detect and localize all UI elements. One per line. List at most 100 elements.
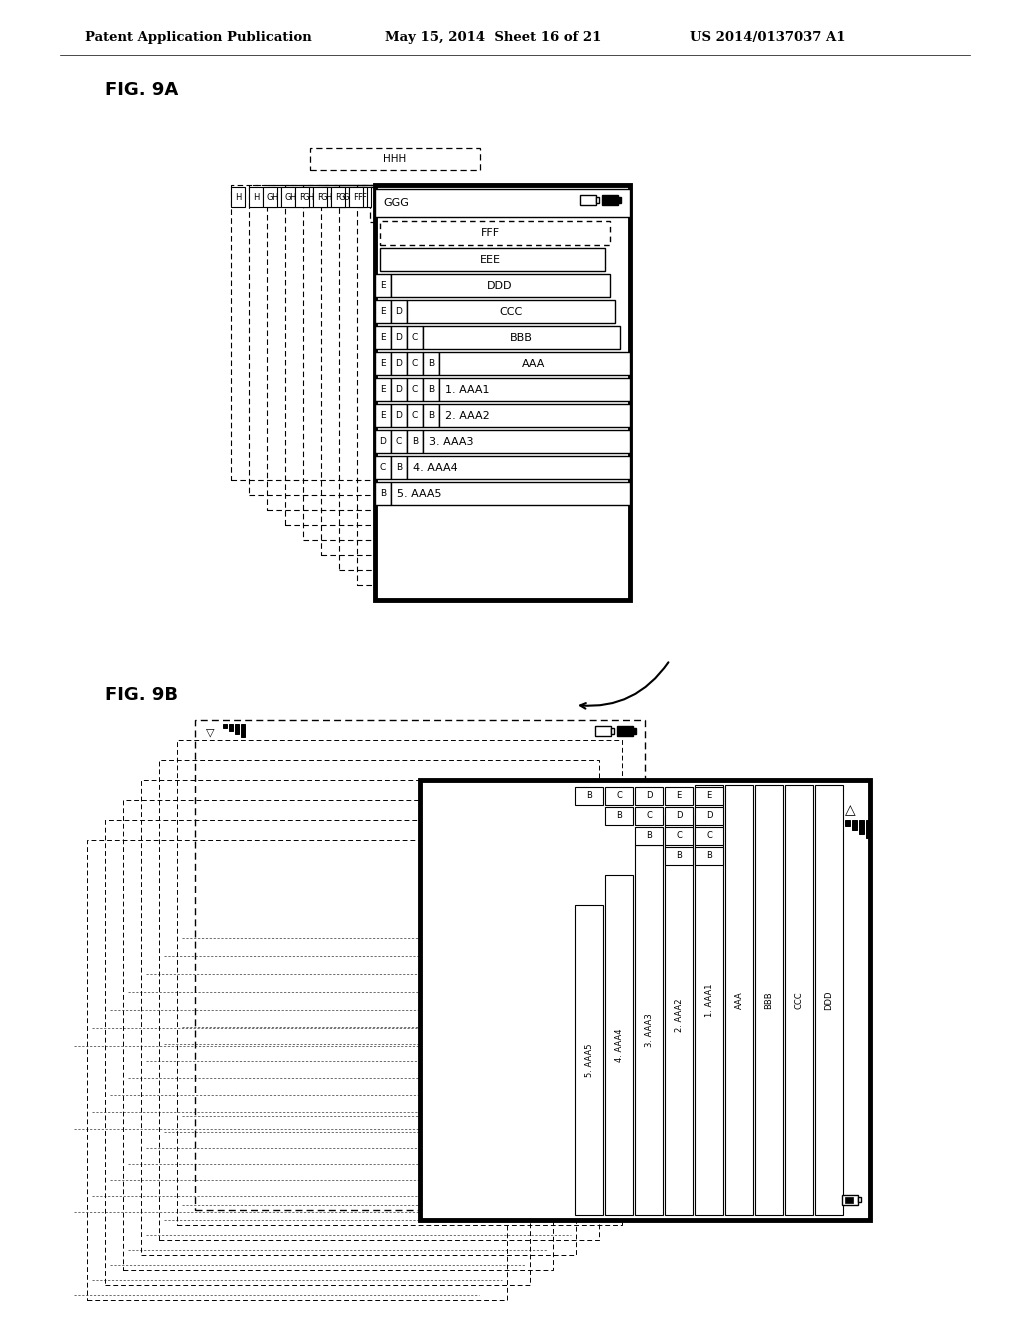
Text: D: D bbox=[395, 385, 402, 395]
Text: D: D bbox=[646, 792, 652, 800]
Text: B: B bbox=[380, 490, 386, 499]
Bar bbox=[635, 828, 663, 845]
Bar bbox=[310, 148, 480, 170]
Bar bbox=[665, 787, 693, 805]
Bar bbox=[439, 352, 630, 375]
Text: C: C bbox=[412, 359, 418, 368]
Text: May 15, 2014  Sheet 16 of 21: May 15, 2014 Sheet 16 of 21 bbox=[385, 30, 601, 44]
Text: B: B bbox=[428, 385, 434, 395]
Text: AAA: AAA bbox=[522, 359, 546, 370]
Bar bbox=[665, 847, 693, 865]
Text: EEE: EEE bbox=[479, 255, 501, 265]
Bar bbox=[695, 785, 723, 1214]
Bar bbox=[391, 326, 407, 348]
Text: B: B bbox=[428, 412, 434, 421]
Bar bbox=[695, 828, 723, 845]
Text: 1. AAA1: 1. AAA1 bbox=[445, 385, 489, 395]
Text: B: B bbox=[428, 359, 434, 368]
Bar bbox=[375, 189, 630, 216]
Text: CCC: CCC bbox=[500, 308, 522, 317]
Bar bbox=[159, 760, 599, 1239]
Bar bbox=[375, 275, 391, 297]
Bar bbox=[618, 197, 621, 203]
Text: ▽: ▽ bbox=[206, 727, 214, 737]
Text: 3. AAA3: 3. AAA3 bbox=[429, 437, 473, 447]
Text: F: F bbox=[336, 193, 340, 202]
Bar bbox=[231, 185, 476, 480]
Text: H: H bbox=[289, 193, 295, 202]
Bar bbox=[423, 378, 439, 401]
Bar bbox=[423, 404, 439, 426]
Text: C: C bbox=[380, 463, 386, 473]
Bar bbox=[105, 820, 530, 1284]
Text: DDD: DDD bbox=[824, 990, 834, 1010]
Bar bbox=[605, 787, 633, 805]
Bar bbox=[815, 785, 843, 1214]
Text: C: C bbox=[707, 832, 712, 841]
Bar bbox=[611, 729, 614, 734]
Text: F: F bbox=[317, 193, 323, 202]
Text: B: B bbox=[396, 463, 402, 473]
Bar bbox=[391, 378, 407, 401]
Bar bbox=[353, 187, 367, 207]
Bar bbox=[858, 1197, 861, 1203]
Bar bbox=[391, 455, 407, 479]
Bar bbox=[842, 1195, 858, 1205]
Text: C: C bbox=[412, 334, 418, 342]
Text: H: H bbox=[253, 193, 259, 202]
Text: E: E bbox=[380, 334, 386, 342]
Bar bbox=[859, 820, 864, 834]
Text: B: B bbox=[412, 437, 418, 446]
Text: D: D bbox=[676, 812, 682, 821]
Bar bbox=[375, 378, 391, 401]
Bar bbox=[231, 187, 245, 207]
Text: 3. AAA3: 3. AAA3 bbox=[644, 1014, 653, 1047]
Bar bbox=[423, 430, 630, 453]
Bar bbox=[407, 326, 423, 348]
Text: B: B bbox=[676, 851, 682, 861]
Bar bbox=[635, 807, 663, 825]
Bar bbox=[391, 482, 630, 506]
Bar bbox=[617, 726, 633, 737]
Bar bbox=[249, 185, 494, 495]
Text: C: C bbox=[412, 385, 418, 395]
Bar bbox=[407, 352, 423, 375]
Text: G: G bbox=[266, 193, 273, 202]
Text: DDD: DDD bbox=[487, 281, 513, 290]
Bar bbox=[375, 482, 391, 506]
Bar bbox=[635, 787, 663, 805]
Bar bbox=[339, 187, 353, 207]
Bar bbox=[785, 785, 813, 1214]
Text: D: D bbox=[380, 437, 386, 446]
Text: 5. AAA5: 5. AAA5 bbox=[397, 488, 441, 499]
Text: B: B bbox=[646, 832, 652, 841]
Text: FFF: FFF bbox=[480, 228, 500, 238]
Text: GGG: GGG bbox=[383, 198, 409, 209]
Bar bbox=[423, 326, 620, 348]
Text: C: C bbox=[412, 412, 418, 421]
Bar bbox=[755, 785, 783, 1214]
Bar bbox=[375, 352, 391, 375]
Bar bbox=[407, 455, 630, 479]
Bar bbox=[866, 820, 871, 838]
Bar bbox=[321, 187, 335, 207]
Bar bbox=[357, 187, 371, 207]
Bar bbox=[575, 787, 603, 805]
Text: CCC: CCC bbox=[795, 991, 804, 1008]
Text: H: H bbox=[270, 193, 278, 202]
Text: H: H bbox=[234, 193, 242, 202]
Bar bbox=[87, 840, 507, 1300]
Text: FIG. 9B: FIG. 9B bbox=[105, 686, 178, 704]
Text: AAA: AAA bbox=[734, 991, 743, 1008]
Text: BBB: BBB bbox=[765, 991, 773, 1008]
Bar bbox=[596, 197, 599, 203]
Bar bbox=[575, 906, 603, 1214]
Bar bbox=[177, 741, 622, 1225]
Text: C: C bbox=[676, 832, 682, 841]
Text: E: E bbox=[380, 385, 386, 395]
Bar bbox=[665, 814, 693, 1214]
Bar bbox=[423, 352, 439, 375]
Bar bbox=[391, 300, 407, 323]
Bar bbox=[407, 430, 423, 453]
Text: E: E bbox=[380, 281, 386, 290]
